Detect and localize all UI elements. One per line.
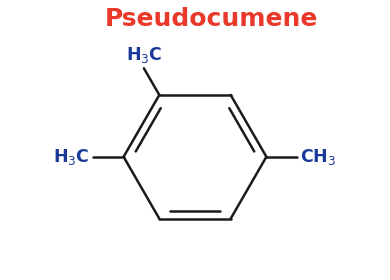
Text: H$_3$C: H$_3$C: [126, 45, 162, 66]
Text: Pseudocumene: Pseudocumene: [105, 7, 319, 31]
Text: H$_3$C: H$_3$C: [53, 147, 90, 167]
Text: CH$_3$: CH$_3$: [300, 147, 336, 167]
